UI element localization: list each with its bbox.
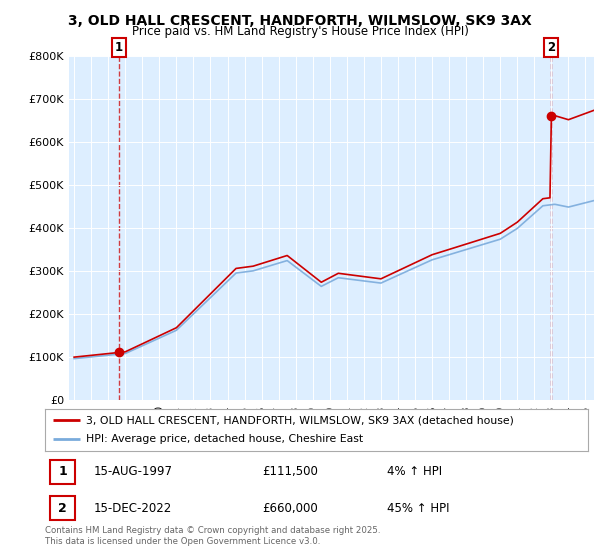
Text: Contains HM Land Registry data © Crown copyright and database right 2025.
This d: Contains HM Land Registry data © Crown c… xyxy=(45,526,380,546)
Text: 1: 1 xyxy=(115,41,123,54)
Bar xyxy=(50,496,75,520)
Text: 15-DEC-2022: 15-DEC-2022 xyxy=(94,502,172,515)
Text: £111,500: £111,500 xyxy=(262,465,318,478)
Text: £660,000: £660,000 xyxy=(262,502,318,515)
Text: 45% ↑ HPI: 45% ↑ HPI xyxy=(387,502,449,515)
Text: 15-AUG-1997: 15-AUG-1997 xyxy=(94,465,173,478)
Text: 3, OLD HALL CRESCENT, HANDFORTH, WILMSLOW, SK9 3AX (detached house): 3, OLD HALL CRESCENT, HANDFORTH, WILMSLO… xyxy=(86,415,514,425)
Text: Price paid vs. HM Land Registry's House Price Index (HPI): Price paid vs. HM Land Registry's House … xyxy=(131,25,469,38)
Text: 2: 2 xyxy=(58,502,67,515)
Bar xyxy=(50,460,75,484)
Text: 3, OLD HALL CRESCENT, HANDFORTH, WILMSLOW, SK9 3AX: 3, OLD HALL CRESCENT, HANDFORTH, WILMSLO… xyxy=(68,14,532,28)
Text: 1: 1 xyxy=(58,465,67,478)
Text: 4% ↑ HPI: 4% ↑ HPI xyxy=(387,465,442,478)
Text: 2: 2 xyxy=(547,41,555,54)
Text: HPI: Average price, detached house, Cheshire East: HPI: Average price, detached house, Ches… xyxy=(86,435,363,445)
